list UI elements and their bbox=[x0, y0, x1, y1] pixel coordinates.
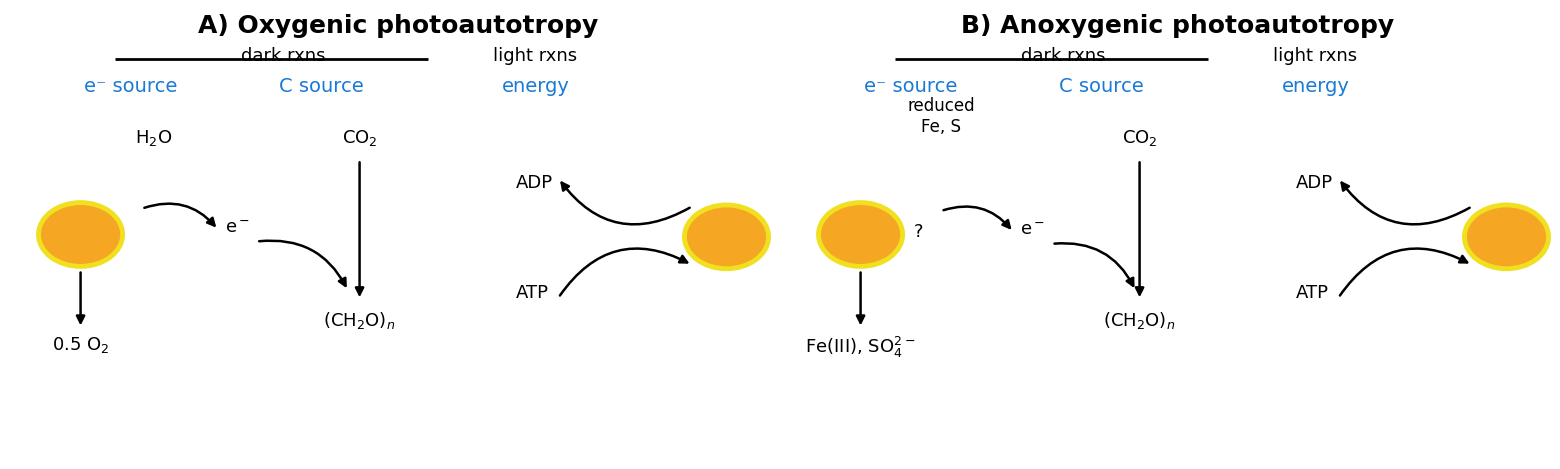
Text: light rxns: light rxns bbox=[1273, 47, 1357, 65]
Text: e⁻ source: e⁻ source bbox=[84, 77, 176, 97]
Text: e$^-$: e$^-$ bbox=[225, 219, 250, 236]
Text: reduced: reduced bbox=[906, 97, 975, 115]
Text: B) Anoxygenic photoautotropy: B) Anoxygenic photoautotropy bbox=[961, 14, 1395, 38]
Text: energy: energy bbox=[1281, 77, 1349, 97]
Ellipse shape bbox=[685, 205, 769, 269]
Text: light rxns: light rxns bbox=[493, 47, 577, 65]
Text: dark rxns: dark rxns bbox=[240, 47, 326, 65]
Ellipse shape bbox=[1465, 205, 1549, 269]
Text: (CH$_2$O)$_n$: (CH$_2$O)$_n$ bbox=[323, 310, 396, 331]
Text: Fe(III), SO$_4^{2-}$: Fe(III), SO$_4^{2-}$ bbox=[805, 335, 916, 361]
Text: e$^-$: e$^-$ bbox=[1020, 221, 1045, 239]
Text: ADP: ADP bbox=[1296, 174, 1334, 192]
Text: e⁻ source: e⁻ source bbox=[864, 77, 956, 97]
Text: C source: C source bbox=[1059, 77, 1143, 97]
Text: CO$_2$: CO$_2$ bbox=[342, 128, 378, 148]
Text: ADP: ADP bbox=[516, 174, 554, 192]
Text: energy: energy bbox=[501, 77, 569, 97]
Text: ?: ? bbox=[914, 223, 924, 241]
Ellipse shape bbox=[819, 203, 903, 266]
Text: CO$_2$: CO$_2$ bbox=[1122, 128, 1158, 148]
Text: ATP: ATP bbox=[1296, 284, 1329, 302]
Text: ATP: ATP bbox=[516, 284, 549, 302]
Text: C source: C source bbox=[279, 77, 363, 97]
Text: A) Oxygenic photoautotropy: A) Oxygenic photoautotropy bbox=[198, 14, 597, 38]
Text: (CH$_2$O)$_n$: (CH$_2$O)$_n$ bbox=[1103, 310, 1176, 331]
Text: H$_2$O: H$_2$O bbox=[134, 128, 172, 148]
Text: 0.5 O$_2$: 0.5 O$_2$ bbox=[51, 335, 109, 356]
Ellipse shape bbox=[39, 203, 123, 266]
Text: Fe, S: Fe, S bbox=[920, 118, 961, 136]
Text: dark rxns: dark rxns bbox=[1020, 47, 1106, 65]
